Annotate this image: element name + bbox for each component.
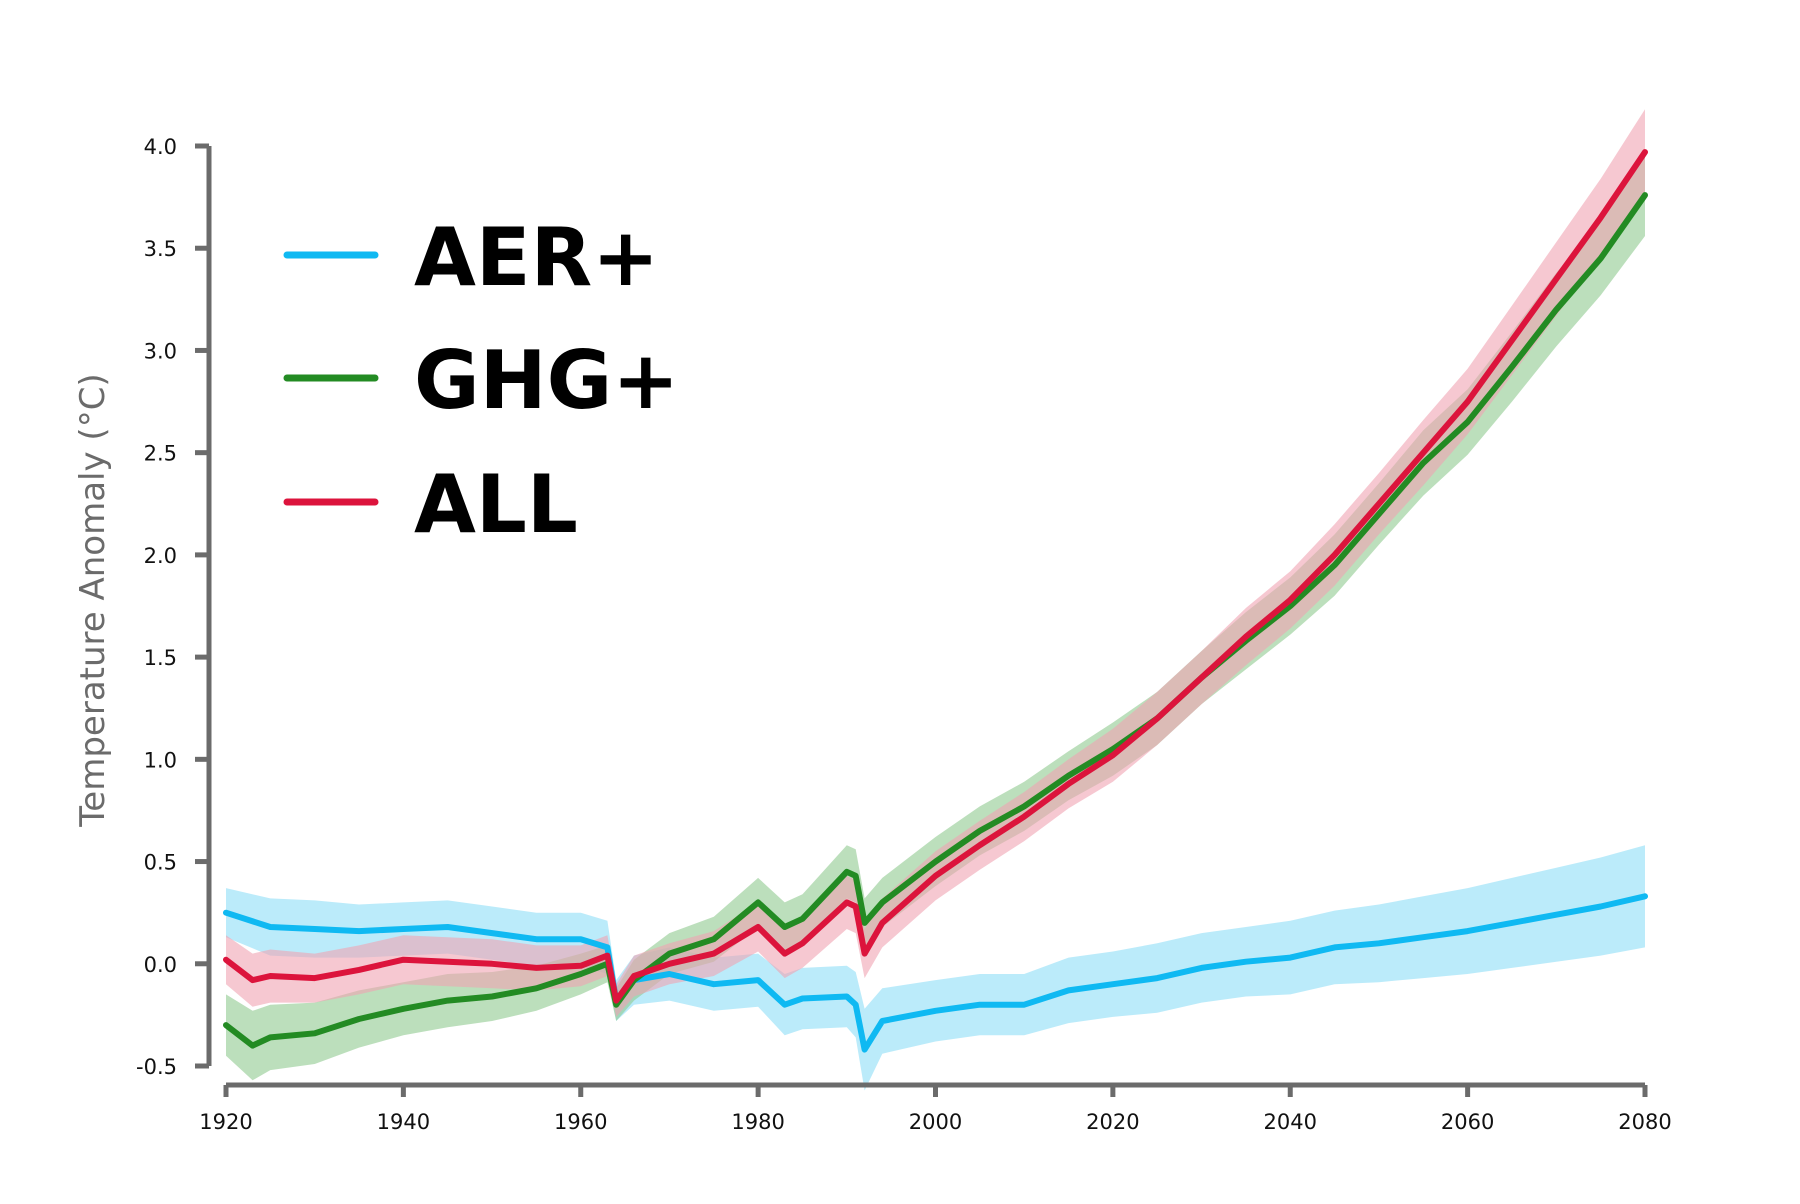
legend-label-ghg: GHG+ [414, 334, 679, 427]
x-tick-label: 2020 [1086, 1110, 1139, 1134]
band-aer [226, 845, 1645, 1091]
x-tick-label: 1960 [554, 1110, 607, 1134]
x-tick-label: 2060 [1441, 1110, 1494, 1134]
x-tick-label: 1920 [199, 1110, 252, 1134]
axes: -0.5 0.0 0.5 1.0 1.5 2.0 2.5 3.0 3.5 4.0 1920 1940 1… [73, 135, 1672, 1134]
y-tick-label: 0.5 [144, 851, 177, 875]
y-tick-label: 4.0 [144, 135, 177, 159]
x-tick-label: 1980 [731, 1110, 784, 1134]
x-tick-label: 1940 [377, 1110, 430, 1134]
series-line-ghg [223, 192, 1648, 1049]
y-tick-label: 3.0 [144, 339, 177, 363]
y-tick-label: 1.5 [144, 646, 177, 670]
series-lines [223, 149, 1648, 1053]
y-tick-label: 2.5 [144, 442, 177, 466]
y-tick-label: 3.5 [144, 237, 177, 261]
y-tick-label: 1.0 [144, 748, 177, 772]
y-tick-label: 2.0 [144, 544, 177, 568]
legend-label-all: ALL [414, 458, 578, 551]
y-tick-label: -0.5 [136, 1055, 177, 1079]
x-tick-label: 2080 [1618, 1110, 1671, 1134]
x-tick-label: 2000 [909, 1110, 962, 1134]
uncertainty-bands [226, 109, 1645, 1091]
series-line-aer [223, 893, 1648, 1053]
legend-label-aer: AER+ [414, 211, 659, 304]
x-tick-label: 2040 [1264, 1110, 1317, 1134]
y-axis-title: Temperature Anomaly (°C) [73, 373, 113, 827]
legend: AER+ GHG+ ALL [283, 211, 679, 551]
y-tick-label: 0.0 [144, 953, 177, 977]
series-line-all [223, 149, 1648, 1004]
